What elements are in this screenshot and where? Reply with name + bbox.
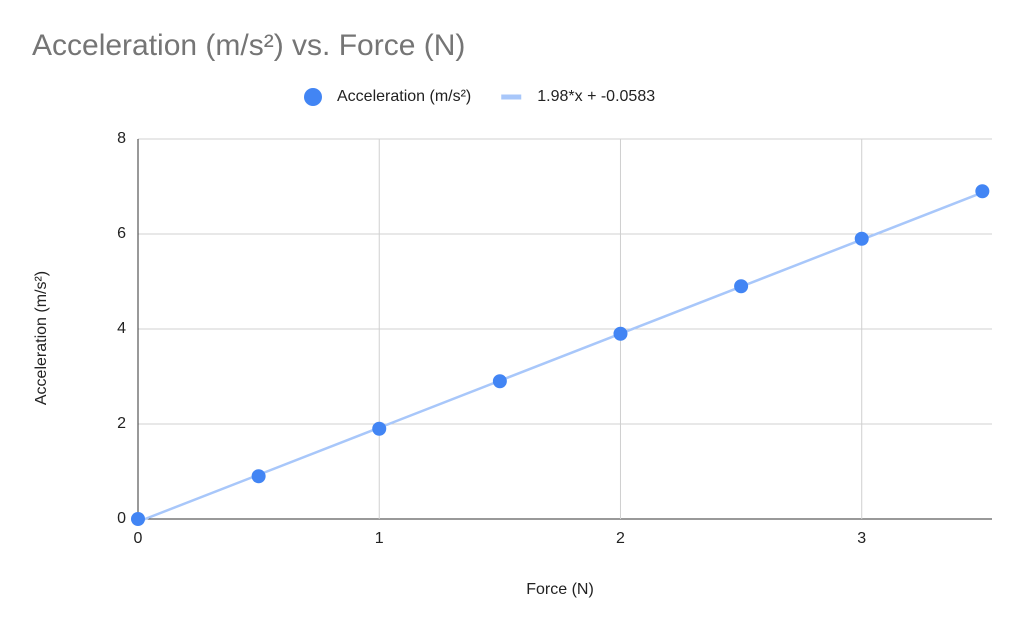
y-tick-label: 0 <box>117 510 126 527</box>
y-tick-label: 6 <box>117 225 126 242</box>
x-axis-label: Force (N) <box>526 581 594 598</box>
data-point <box>372 421 387 436</box>
data-point <box>613 326 628 341</box>
y-tick-label: 8 <box>117 130 126 147</box>
data-point <box>975 184 990 199</box>
x-tick-label: 3 <box>857 530 866 547</box>
chart-title: Acceleration (m/s²) vs. Force (N) <box>32 29 465 62</box>
data-point <box>854 231 869 246</box>
legend-label: 1.98*x + -0.0583 <box>537 88 655 105</box>
x-tick-label: 0 <box>134 530 143 547</box>
data-point <box>734 279 749 294</box>
trendline <box>137 191 983 523</box>
y-tick-label: 4 <box>117 320 126 337</box>
legend-label: Acceleration (m/s²) <box>337 88 471 105</box>
data-point <box>251 469 266 484</box>
legend-swatch <box>304 88 322 106</box>
x-tick-label: 1 <box>375 530 384 547</box>
y-axis-label: Acceleration (m/s²) <box>33 271 50 405</box>
y-tick-label: 2 <box>117 415 126 432</box>
data-point <box>492 374 507 389</box>
data-point <box>131 512 145 526</box>
x-tick-label: 2 <box>616 530 625 547</box>
